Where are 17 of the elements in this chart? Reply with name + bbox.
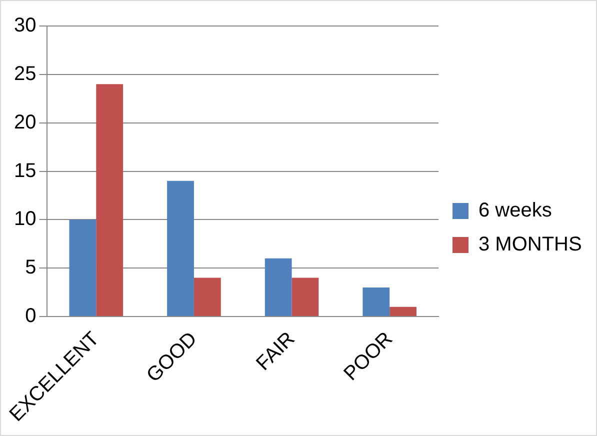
legend-label: 3 MONTHS xyxy=(478,234,582,256)
bar xyxy=(69,220,96,316)
legend-label: 6 weeks xyxy=(478,200,552,222)
bar xyxy=(362,287,390,316)
y-tick-label: 10 xyxy=(14,208,36,230)
bar xyxy=(264,258,292,316)
y-tick-label: 0 xyxy=(25,305,36,328)
bar xyxy=(96,84,124,316)
y-tick-label: 5 xyxy=(25,256,36,279)
bar xyxy=(390,306,416,316)
y-tick-label: 25 xyxy=(14,62,36,85)
y-tick-label: 20 xyxy=(14,111,36,134)
bar xyxy=(194,278,221,316)
bar xyxy=(167,180,194,316)
bar xyxy=(292,278,319,316)
y-tick-label: 30 xyxy=(14,14,36,37)
y-tick-label: 15 xyxy=(14,160,36,182)
